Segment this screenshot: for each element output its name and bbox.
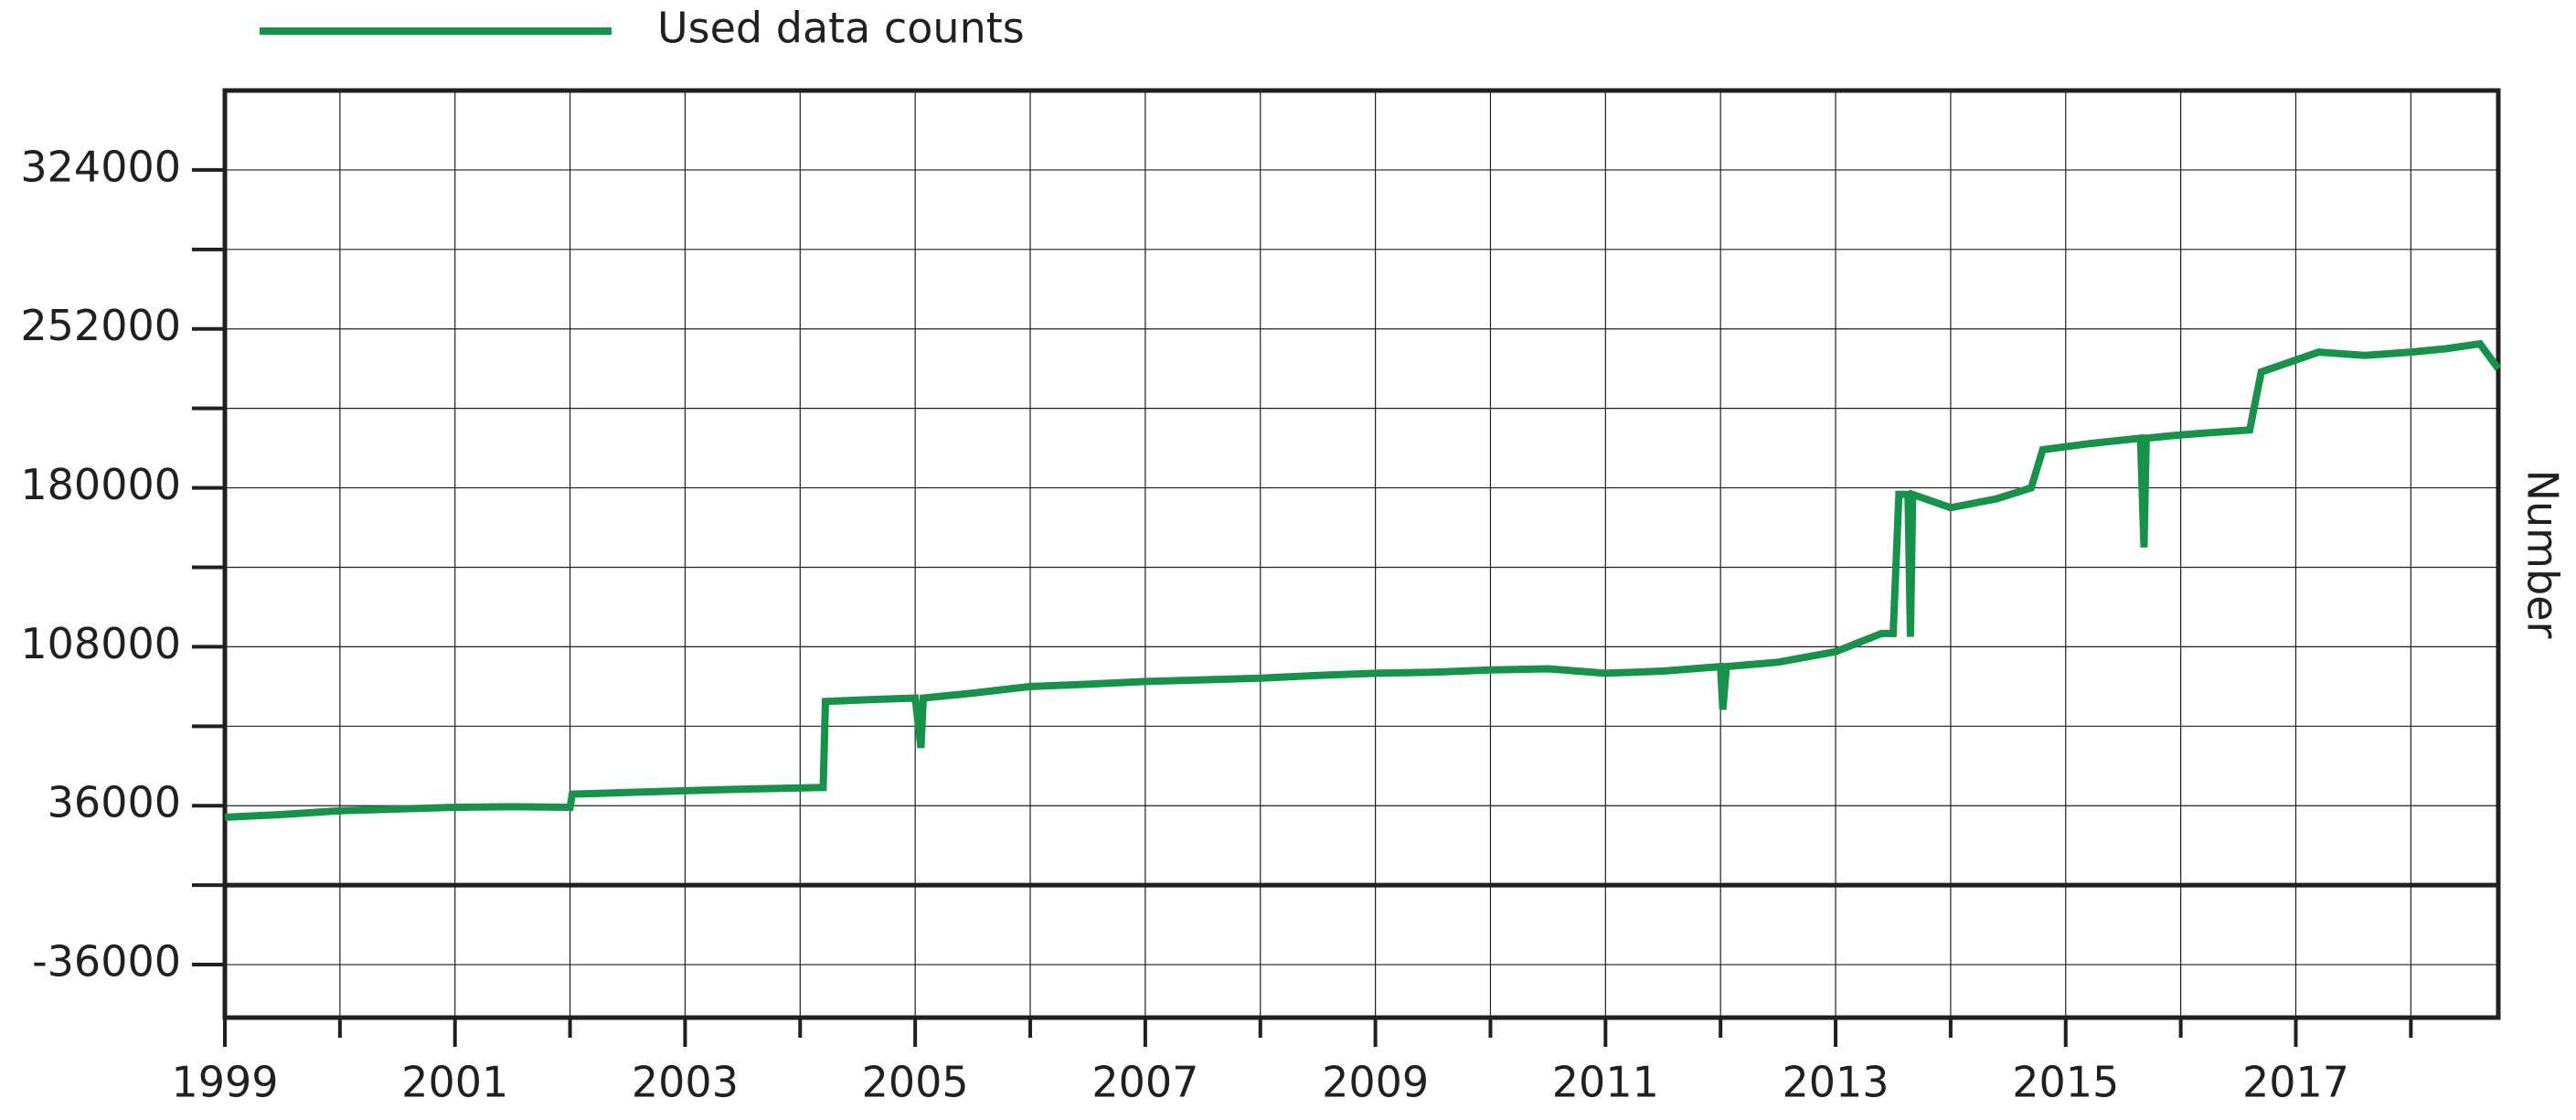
x-tick-label: 2015 <box>2012 1058 2119 1107</box>
y-tick-label: -36000 <box>32 937 181 987</box>
y-axis-label: Number <box>2518 470 2568 639</box>
x-tick-label: 2003 <box>632 1058 739 1107</box>
x-tick-label: 2007 <box>1091 1058 1198 1107</box>
x-tick-label: 2017 <box>2242 1058 2349 1107</box>
plot-frame <box>222 88 2501 1020</box>
x-tick-label: 2011 <box>1552 1058 1659 1107</box>
data-line <box>224 339 2502 821</box>
y-tick-label: 252000 <box>20 301 181 350</box>
y-tick-label: 180000 <box>20 460 181 509</box>
y-tick-label: 324000 <box>20 142 181 191</box>
x-tick-label: 2001 <box>401 1058 508 1107</box>
y-tick-label: 36000 <box>48 778 181 827</box>
legend-label: Used data counts <box>657 4 1025 53</box>
x-tick-label: 2005 <box>862 1058 969 1107</box>
x-tick-label: 2013 <box>1783 1058 1889 1107</box>
y-tick-label: 108000 <box>20 619 181 668</box>
x-tick-label: 1999 <box>171 1058 278 1107</box>
x-tick-label: 2009 <box>1322 1058 1429 1107</box>
